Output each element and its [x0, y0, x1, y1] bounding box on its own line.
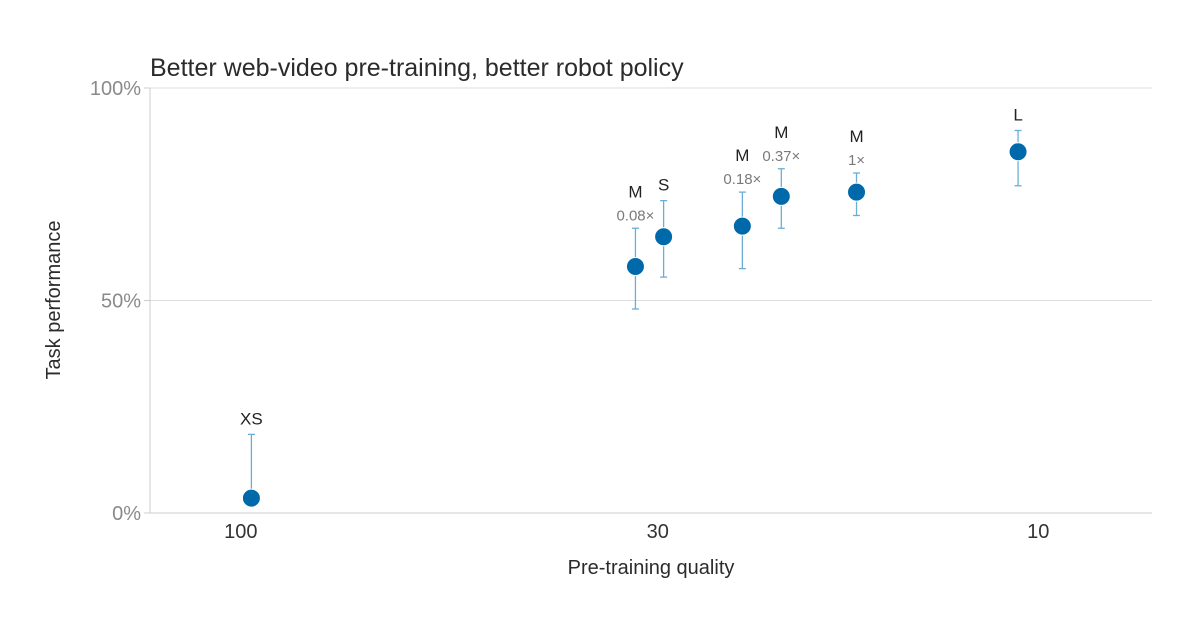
point-sublabel: 0.08×: [616, 207, 654, 224]
data-point-group: 0.18× M: [723, 146, 761, 270]
point-label: M: [774, 123, 788, 142]
data-point: [732, 216, 752, 236]
tick-labels: 0% 50% 100% 100 30 10: [90, 78, 1050, 543]
data-point-group: XS: [240, 409, 263, 508]
point-label: M: [849, 127, 863, 146]
data-point: [771, 186, 791, 206]
x-tick-label: 30: [647, 521, 669, 543]
x-tick-label: 100: [224, 521, 257, 543]
data-point-group: 0.08× M: [616, 182, 654, 310]
point-label: M: [735, 146, 749, 165]
point-label: XS: [240, 409, 263, 428]
point-sublabel: 0.18×: [723, 171, 761, 188]
point-sublabel: 0.37×: [762, 148, 800, 165]
data-point: [1008, 142, 1028, 162]
y-tick-label: 0%: [112, 503, 141, 525]
data-point-group: 0.37× M: [762, 123, 800, 229]
data-point: [654, 227, 674, 247]
chart-title: Better web-video pre-training, better ro…: [150, 54, 684, 82]
data-points: XS0.08×M S 0.18×M 0.37×M1×ML: [240, 106, 1028, 508]
data-point: [847, 182, 867, 202]
data-point-group: L: [1008, 106, 1028, 187]
y-axis-label: Task performance: [43, 221, 65, 380]
data-point-group: 1× M: [847, 127, 867, 217]
y-tick-label: 50%: [101, 291, 141, 313]
point-sublabel: 1×: [848, 152, 865, 169]
y-tick-label: 100%: [90, 78, 141, 100]
point-label: L: [1013, 106, 1022, 125]
data-point: [625, 257, 645, 276]
data-point-group: S: [654, 176, 674, 278]
axes: [144, 87, 1152, 514]
point-label: M: [628, 182, 642, 201]
grid: [150, 87, 1152, 301]
x-axis-label: Pre-training quality: [568, 557, 735, 579]
point-label: S: [658, 176, 669, 195]
x-tick-label: 10: [1027, 521, 1049, 543]
data-point: [241, 488, 261, 508]
